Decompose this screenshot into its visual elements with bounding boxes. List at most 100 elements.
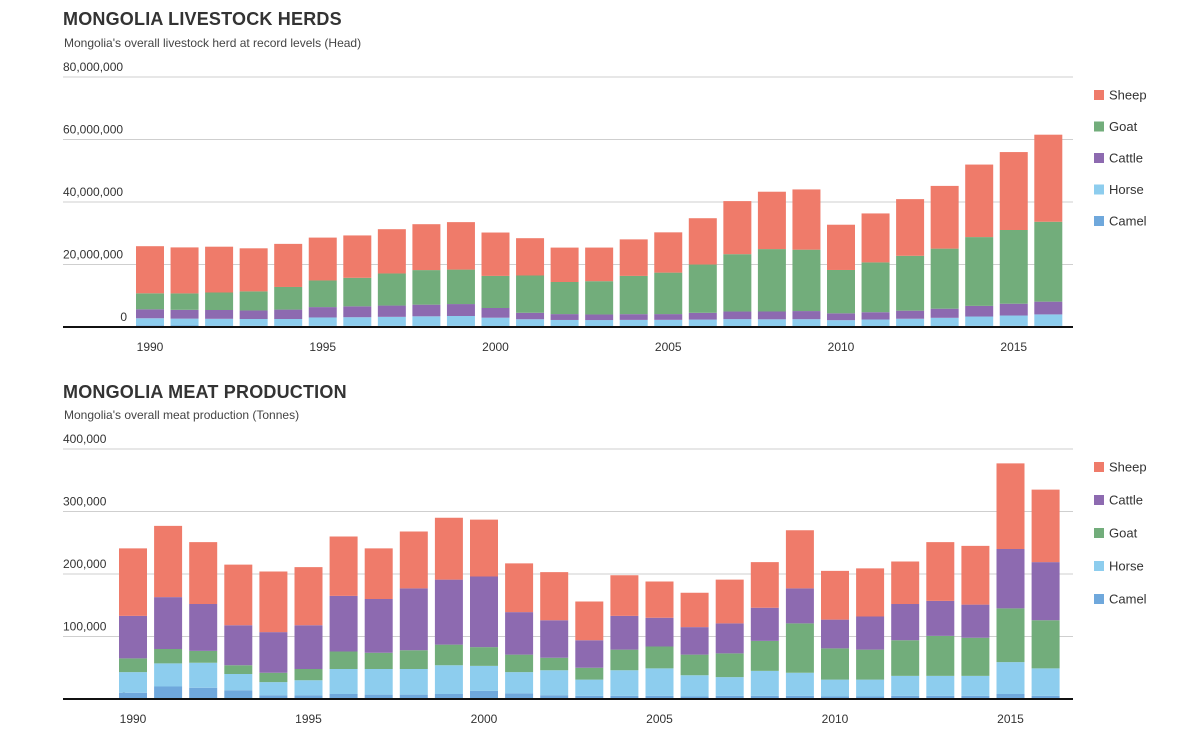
bar-sheep xyxy=(412,224,441,271)
bar-cattle xyxy=(861,312,890,320)
bar-camel xyxy=(575,695,604,699)
legend-label-camel: Camel xyxy=(1109,592,1147,607)
bar-goat xyxy=(680,654,709,676)
bar-sheep xyxy=(654,232,683,273)
bar-cattle xyxy=(446,304,475,316)
bar-sheep xyxy=(965,164,994,238)
bar-goat xyxy=(239,291,268,311)
bar-horse xyxy=(170,318,199,326)
bar-camel xyxy=(926,695,955,699)
bar-goat xyxy=(965,237,994,306)
bar-sheep xyxy=(821,570,849,620)
bar-cattle xyxy=(505,612,534,655)
x-tick-label: 2010 xyxy=(828,340,855,354)
bar-goat xyxy=(821,648,849,680)
bar-horse xyxy=(999,315,1028,326)
bar-sheep xyxy=(827,224,855,270)
bar-horse xyxy=(575,679,604,696)
bar-horse xyxy=(680,675,709,697)
legend-swatch-cattle xyxy=(1094,495,1104,505)
bar-cattle xyxy=(750,607,779,641)
bar-horse xyxy=(412,316,441,326)
bar-goat xyxy=(610,649,639,671)
bar-cattle xyxy=(239,310,268,319)
bar-sheep xyxy=(896,199,925,256)
bar-horse xyxy=(785,672,814,696)
bar-sheep xyxy=(136,246,164,294)
bar-sheep xyxy=(308,237,337,281)
x-tick-label: 1990 xyxy=(120,712,147,726)
bar-horse xyxy=(308,317,337,326)
legend-swatch-camel xyxy=(1094,594,1104,604)
bar-sheep xyxy=(329,536,358,596)
bar-horse xyxy=(965,316,994,326)
bar-horse xyxy=(205,318,234,326)
legend-label-horse: Horse xyxy=(1109,182,1144,197)
bar-sheep xyxy=(715,579,744,624)
bar-goat xyxy=(585,281,614,315)
bar-sheep xyxy=(610,575,639,616)
bar-horse xyxy=(136,318,164,326)
bar-sheep xyxy=(239,248,268,292)
bar-goat xyxy=(224,665,253,674)
bar-goat xyxy=(996,608,1025,663)
bar-goat xyxy=(136,293,164,310)
bar-cattle xyxy=(792,311,821,320)
bar-cattle xyxy=(930,308,959,318)
bar-goat xyxy=(119,658,147,673)
bar-cattle xyxy=(645,617,674,647)
bar-sheep xyxy=(785,530,814,589)
bar-horse xyxy=(861,319,890,327)
bar-camel xyxy=(470,690,498,699)
bar-sheep xyxy=(688,218,717,265)
bar-camel xyxy=(294,695,323,699)
bar-cattle xyxy=(1034,301,1063,315)
bar-cattle xyxy=(821,619,849,649)
bar-camel xyxy=(505,693,534,699)
bar-goat xyxy=(999,230,1028,304)
legend-label-goat: Goat xyxy=(1109,119,1138,134)
bar-cattle xyxy=(757,311,786,320)
bar-horse xyxy=(996,662,1025,694)
livestock-herds-panel: MONGOLIA LIVESTOCK HERDS Mongolia's over… xyxy=(0,0,1192,370)
bar-horse xyxy=(896,318,925,327)
bar-goat xyxy=(619,275,648,315)
bar-horse xyxy=(239,319,268,326)
bar-camel xyxy=(119,692,147,699)
bar-sheep xyxy=(930,185,959,249)
legend-swatch-horse xyxy=(1094,561,1104,571)
y-tick-label: 20,000,000 xyxy=(63,248,123,262)
bar-sheep xyxy=(434,517,463,580)
bar-cattle xyxy=(136,309,164,319)
bar-goat xyxy=(926,635,955,676)
bar-goat xyxy=(575,667,604,680)
bar-goat xyxy=(645,646,674,669)
bar-horse xyxy=(154,663,183,687)
bar-camel xyxy=(750,695,779,699)
bar-cattle xyxy=(294,625,323,669)
bar-sheep xyxy=(891,561,920,604)
bar-horse xyxy=(294,680,323,696)
bar-horse xyxy=(377,316,406,326)
bar-horse xyxy=(274,319,303,326)
bar-goat xyxy=(654,272,683,315)
bar-sheep xyxy=(926,542,955,601)
bar-sheep xyxy=(550,247,579,282)
bar-cattle xyxy=(364,599,393,653)
bar-cattle xyxy=(575,640,604,668)
bar-horse xyxy=(259,682,288,696)
bar-goat xyxy=(399,650,428,669)
bar-horse xyxy=(434,665,463,694)
chart-subtitle: Mongolia's overall meat production (Tonn… xyxy=(64,408,300,422)
bar-cattle xyxy=(329,595,358,652)
y-tick-label: 100,000 xyxy=(63,620,107,634)
x-tick-label: 1990 xyxy=(137,340,164,354)
bar-cattle xyxy=(189,604,218,651)
bar-sheep xyxy=(505,563,534,613)
x-tick-label: 1995 xyxy=(295,712,322,726)
chart-subtitle: Mongolia's overall livestock herd at rec… xyxy=(64,36,362,50)
bar-goat xyxy=(896,255,925,311)
bar-cattle xyxy=(723,311,752,320)
x-tick-label: 2000 xyxy=(471,712,498,726)
bar-horse xyxy=(610,670,639,696)
